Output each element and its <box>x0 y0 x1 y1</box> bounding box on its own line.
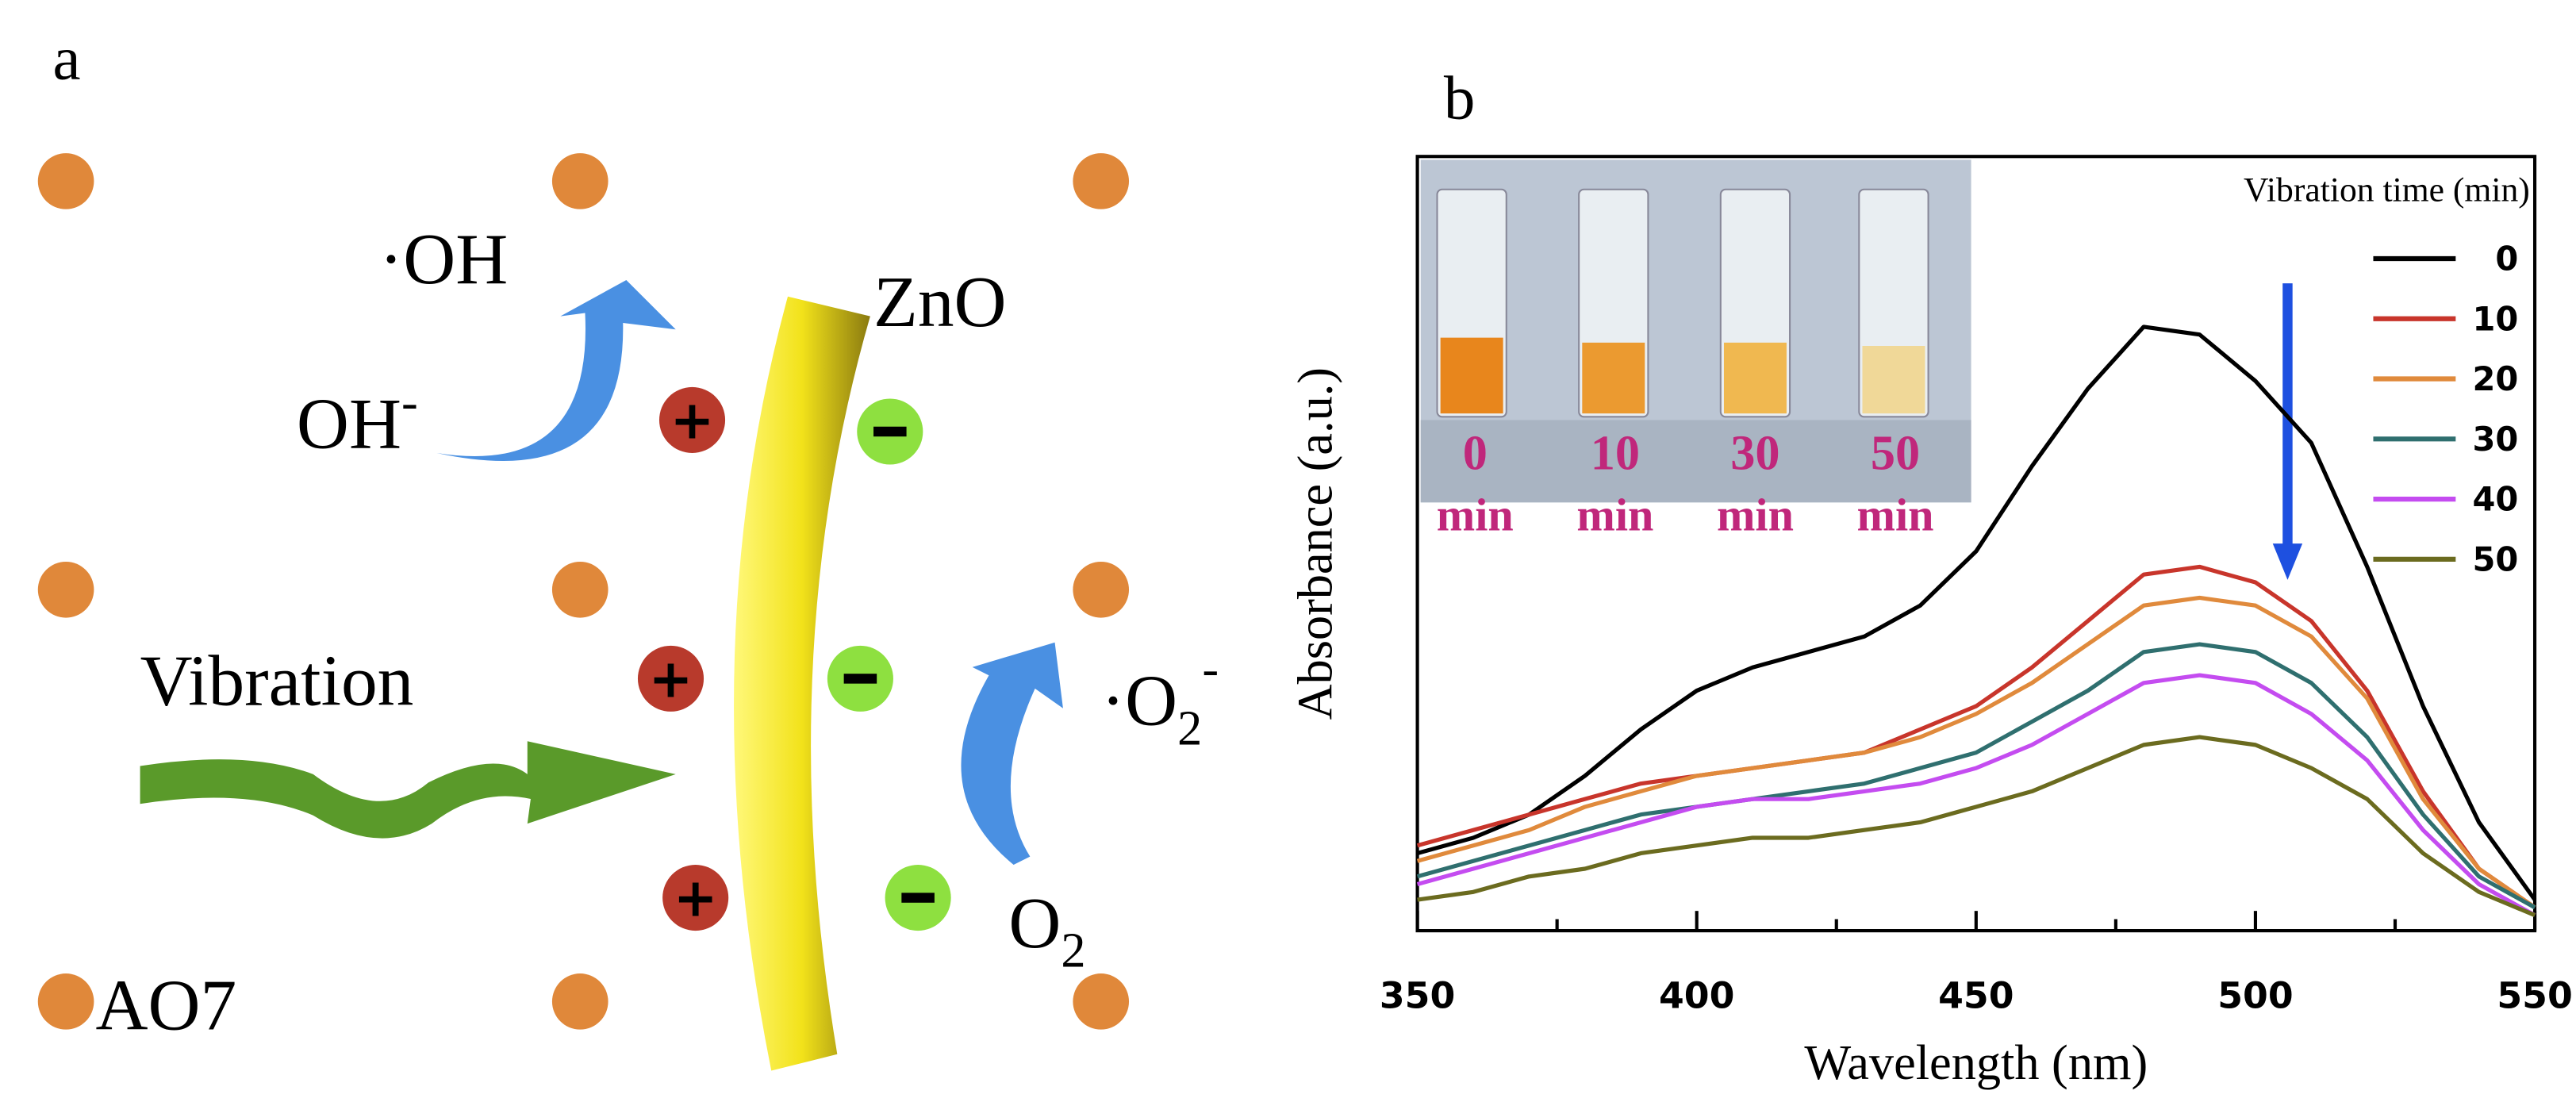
hydroxide-label: OH- <box>297 374 418 463</box>
vials <box>1436 188 1929 418</box>
positive-charge <box>658 386 726 453</box>
hydroxyl-label: ·OH <box>379 219 508 299</box>
inset-label: 50 <box>1871 426 1920 481</box>
svg-text:+: + <box>670 389 715 451</box>
legend-label: 10 <box>2472 299 2518 338</box>
y-axis-label: Absorbance (a.u.) <box>1288 367 1343 720</box>
legend-label: 0 <box>2495 240 2518 278</box>
x-tick-label: 400 <box>1659 975 1734 1017</box>
zno-label: ZnO <box>873 262 1007 342</box>
inset-label: min <box>1576 490 1653 541</box>
panel-label: a <box>52 25 80 94</box>
vibration-arrow <box>140 741 676 839</box>
panel-label: b <box>1444 64 1475 133</box>
inset-label: min <box>1717 490 1794 541</box>
spectrum-line <box>1416 595 2536 909</box>
oxygen-label: O2 <box>1008 883 1085 978</box>
decrease-arrow <box>2272 283 2303 580</box>
svg-text:+: + <box>674 867 718 929</box>
inset-label: 10 <box>1591 426 1640 481</box>
spectrum-line <box>1417 735 2536 917</box>
x-tick-label: 350 <box>1380 975 1455 1017</box>
dye-dots <box>37 153 1130 1030</box>
legend-title: Vibration time (min) <box>2244 171 2530 209</box>
spectrum-line <box>1416 564 2536 909</box>
inset-label: min <box>1857 490 1934 541</box>
spectrum-line <box>1416 673 2536 917</box>
o2-arrow <box>961 642 1063 866</box>
spectrum-line <box>1416 324 2537 901</box>
positive-charge <box>662 865 729 931</box>
vibration-label: Vibration <box>140 641 414 721</box>
x-axis-label: Wavelength (nm) <box>1804 1035 2148 1090</box>
legend-label: 50 <box>2472 539 2518 578</box>
oh-arrow <box>436 279 676 462</box>
zno-rod <box>734 296 870 1071</box>
spectrum-line <box>1416 642 2536 910</box>
superoxide-label: ·O2- <box>1101 642 1219 756</box>
x-tick-label: 550 <box>2497 975 2572 1017</box>
inset-label: 0 <box>1463 426 1488 481</box>
inset-label: min <box>1437 490 1514 541</box>
dye-label: AO7 <box>95 966 236 1046</box>
legend-label: 40 <box>2472 480 2518 519</box>
svg-text:+: + <box>649 647 693 709</box>
legend-label: 30 <box>2472 420 2518 459</box>
legend-label: 20 <box>2472 359 2518 398</box>
panel-a: a + + + ·OH OH- ZnO Vibration ·O2- O2 AO… <box>37 25 1219 1071</box>
x-tick-label: 450 <box>1938 975 2014 1017</box>
x-tick-label: 500 <box>2217 975 2293 1017</box>
positive-charge <box>637 645 704 712</box>
inset-label: 30 <box>1730 426 1779 481</box>
